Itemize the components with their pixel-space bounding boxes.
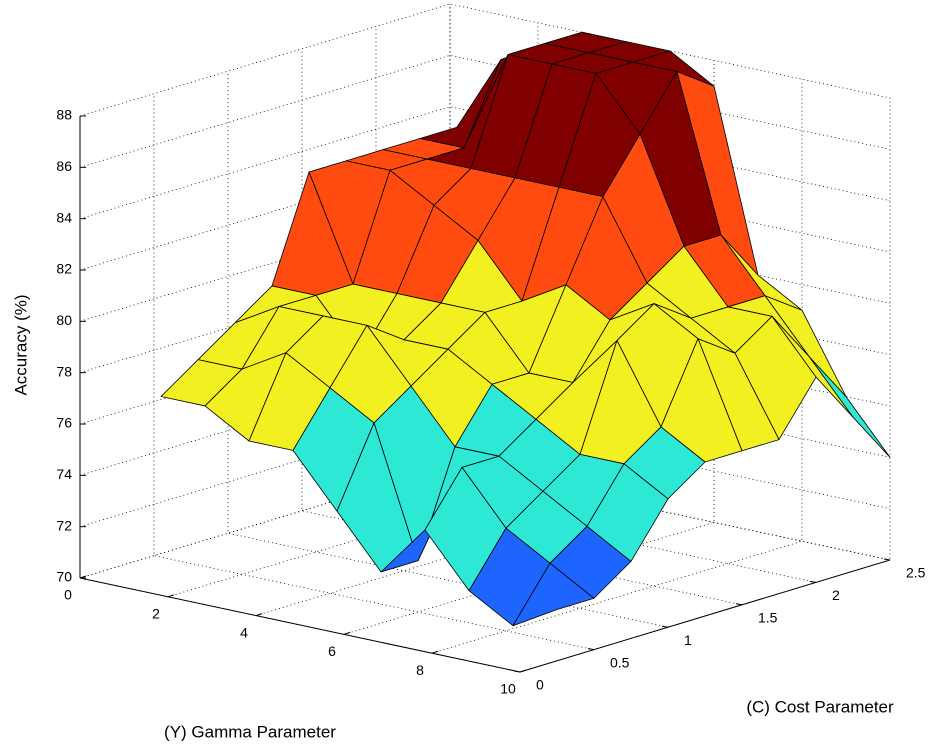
y-tick — [883, 558, 891, 561]
x-tick — [255, 613, 263, 617]
x-tick — [79, 575, 87, 579]
y-tick-label: 1 — [684, 632, 692, 648]
y-tick-label: 0.5 — [610, 654, 630, 670]
z-axis-label: Accuracy (%) — [11, 294, 30, 395]
grid-line — [167, 22, 539, 598]
z-tick-label: 74 — [56, 466, 72, 482]
z-tick-label: 86 — [56, 158, 72, 174]
x-tick — [343, 631, 351, 635]
x-tick-label: 10 — [500, 681, 516, 697]
y-axis-line — [519, 559, 891, 673]
grid-line — [79, 157, 891, 271]
grid-line — [79, 106, 891, 220]
z-tick-label: 78 — [56, 363, 72, 379]
x-tick — [519, 669, 527, 673]
x-tick-label: 4 — [240, 624, 248, 640]
x-tick-label: 0 — [64, 587, 72, 603]
x-tick-label: 2 — [152, 606, 160, 622]
z-tick-label: 76 — [56, 415, 72, 431]
y-tick-label: 2 — [832, 587, 840, 603]
x-axis-line — [79, 577, 521, 673]
y-tick-label: 0 — [536, 677, 544, 693]
y-tick-label: 1.5 — [758, 610, 778, 626]
x-tick — [431, 650, 439, 654]
x-tick — [167, 594, 175, 598]
z-tick-label: 82 — [56, 261, 72, 277]
y-tick — [587, 648, 595, 651]
y-axis-label: (C) Cost Parameter — [746, 697, 894, 716]
z-tick-label: 88 — [56, 107, 72, 123]
x-tick-label: 6 — [328, 643, 336, 659]
grid-line — [79, 260, 891, 374]
y-tick-label: 2.5 — [906, 565, 926, 581]
y-tick — [513, 670, 521, 673]
surface-patch — [808, 356, 891, 458]
y-tick — [661, 625, 669, 628]
grid-line — [79, 414, 891, 528]
grid-line — [79, 3, 891, 117]
y-tick — [809, 580, 817, 583]
grid-line — [431, 79, 803, 654]
grid-line — [343, 60, 715, 635]
z-tick-label: 72 — [56, 517, 72, 533]
z-tick-label: 80 — [56, 312, 72, 328]
z-tick-label: 84 — [56, 209, 72, 225]
x-tick-label: 8 — [416, 662, 424, 678]
grid-line — [79, 4, 451, 579]
grid-line — [79, 54, 891, 168]
surface-patch — [512, 562, 595, 627]
grid-line — [79, 362, 891, 476]
grid-line — [255, 41, 627, 616]
y-tick — [735, 603, 743, 606]
grid-line — [79, 208, 891, 322]
x-axis-label: (Y) Gamma Parameter — [164, 722, 336, 741]
z-tick-label: 70 — [56, 569, 72, 585]
